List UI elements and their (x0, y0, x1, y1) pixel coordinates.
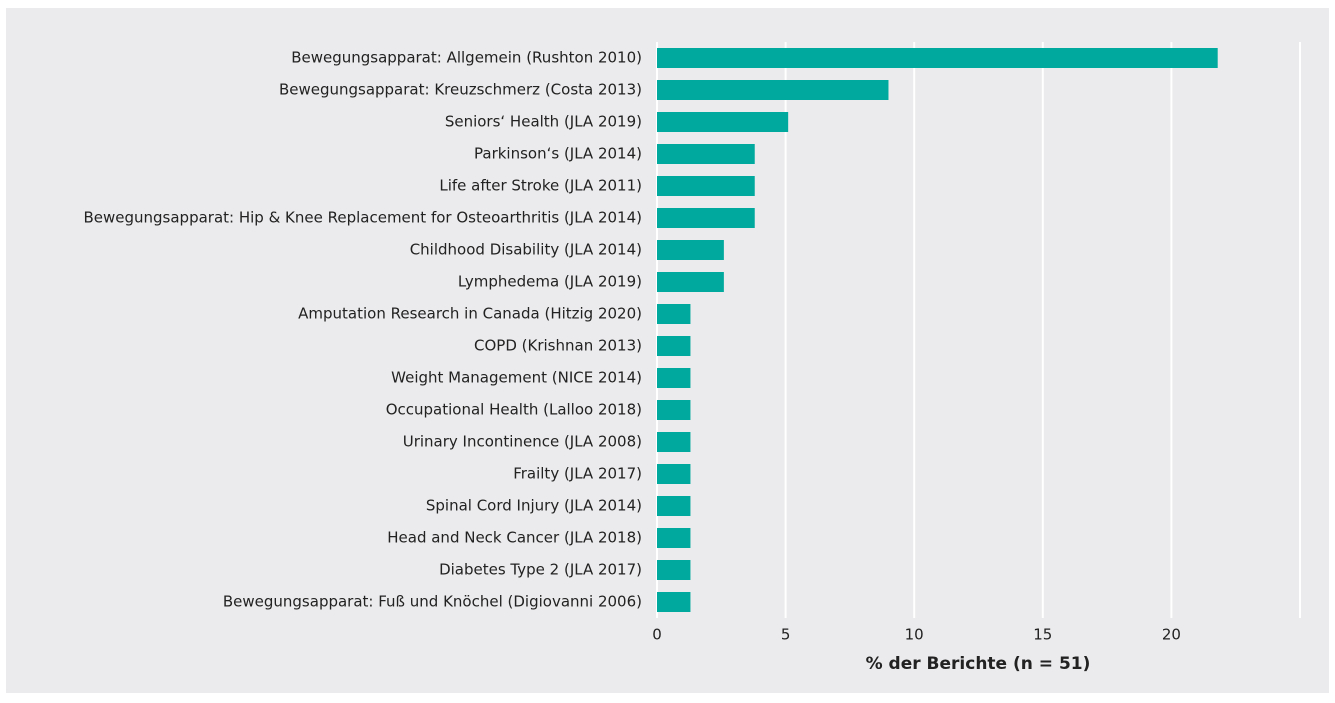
y-tick-label: Diabetes Type 2 (JLA 2017) (439, 561, 642, 579)
x-tick-label: 20 (1162, 626, 1181, 644)
bar (657, 336, 691, 356)
bar (657, 496, 691, 516)
bar (657, 208, 755, 228)
bar (657, 400, 691, 420)
bar (657, 80, 889, 100)
y-tick-label: Childhood Disability (JLA 2014) (410, 241, 642, 259)
y-tick-label: Bewegungsapparat: Hip & Knee Replacement… (83, 209, 642, 227)
x-tick-label: 15 (1033, 626, 1052, 644)
bar (657, 464, 691, 484)
y-tick-label: Life after Stroke (JLA 2011) (439, 177, 642, 195)
bar (657, 560, 691, 580)
bar (657, 304, 691, 324)
bar (657, 528, 691, 548)
y-tick-label: Occupational Health (Lalloo 2018) (386, 401, 642, 419)
y-tick-label: Parkinson‘s (JLA 2014) (474, 145, 642, 163)
x-tick-label: 0 (652, 626, 662, 644)
x-tick-label: 5 (781, 626, 791, 644)
bar (657, 272, 724, 292)
bar (657, 240, 724, 260)
y-tick-label: Weight Management (NICE 2014) (391, 369, 642, 387)
y-tick-label: Spinal Cord Injury (JLA 2014) (426, 497, 642, 515)
y-tick-label: Frailty (JLA 2017) (513, 465, 642, 483)
y-tick-label: Bewegungsapparat: Kreuzschmerz (Costa 20… (279, 81, 642, 99)
y-tick-label: COPD (Krishnan 2013) (474, 337, 642, 355)
y-tick-label: Head and Neck Cancer (JLA 2018) (387, 529, 642, 547)
y-tick-label: Bewegungsapparat: Fuß und Knöchel (Digio… (223, 593, 642, 611)
bar (657, 432, 691, 452)
x-tick-label: 10 (905, 626, 924, 644)
y-tick-label: Lymphedema (JLA 2019) (458, 273, 642, 291)
bar (657, 176, 755, 196)
bar (657, 48, 1218, 68)
y-tick-label: Amputation Research in Canada (Hitzig 20… (298, 305, 642, 323)
y-tick-label: Urinary Incontinence (JLA 2008) (403, 433, 642, 451)
bar (657, 592, 691, 612)
y-tick-label: Bewegungsapparat: Allgemein (Rushton 201… (291, 49, 642, 67)
y-tick-label: Seniors‘ Health (JLA 2019) (445, 113, 642, 131)
bar (657, 368, 691, 388)
bar (657, 112, 789, 132)
x-axis-title: % der Berichte (n = 51) (866, 654, 1091, 674)
bar (657, 144, 755, 164)
